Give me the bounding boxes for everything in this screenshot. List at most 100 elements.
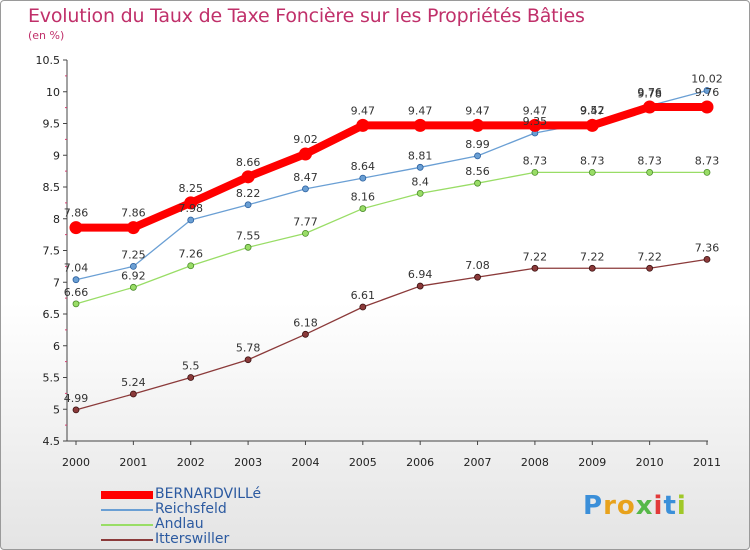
legend-label-reichsfeld: Reichsfeld (155, 501, 227, 517)
data-point-andlau (359, 205, 367, 212)
data-label-andlau: 8.16 (351, 191, 376, 204)
data-label-reichsfeld: 7.25 (121, 248, 146, 261)
data-label-andlau: 6.92 (121, 269, 146, 282)
data-point-itterswiller (244, 356, 252, 364)
data-label-itterswiller: 7.22 (637, 250, 662, 263)
data-label-andlau: 8.73 (637, 154, 662, 167)
y-tick-label: 10.5 (36, 54, 61, 67)
data-point-reichsfeld (359, 174, 367, 182)
data-point-bernardvill (643, 100, 657, 114)
data-label-itterswiller: 7.22 (523, 250, 548, 263)
y-tick-label: 8 (53, 213, 60, 226)
y-tick-label: 5 (53, 403, 60, 416)
data-point-bernardvill (471, 118, 485, 132)
data-point-bernardvill (585, 118, 599, 132)
data-label-itterswiller: 7.08 (465, 259, 490, 272)
y-tick-label: 10 (46, 86, 60, 99)
data-point-reichsfeld (703, 87, 711, 94)
chart-title: Evolution du Taux de Taxe Foncière sur l… (28, 5, 585, 27)
data-point-bernardvill (241, 170, 255, 184)
series-line-andlau (75, 171, 708, 305)
x-tick-label: 2006 (406, 456, 434, 469)
data-point-itterswiller (416, 282, 424, 290)
series-line-itterswiller (75, 258, 708, 411)
data-point-bernardvill (700, 100, 714, 114)
data-label-reichsfeld: 7.98 (178, 202, 203, 215)
data-point-bernardvill (184, 196, 198, 210)
x-tick-label: 2010 (636, 456, 664, 469)
y-axis-unit-label: (en %) (28, 29, 65, 42)
legend-swatch-bernardvill (101, 491, 153, 499)
data-label-bernardvill: 9.47 (465, 104, 490, 117)
data-point-itterswiller (302, 330, 309, 338)
proxiti-logo: Proxiti (583, 491, 687, 521)
data-label-bernardvill: 9.76 (695, 86, 720, 99)
legend-item-andlau: Andlau (101, 516, 341, 532)
data-point-andlau (588, 168, 596, 176)
data-label-itterswiller: 7.22 (580, 250, 605, 263)
data-label-itterswiller: 5.78 (236, 342, 261, 355)
data-point-reichsfeld (244, 201, 252, 209)
data-point-andlau (302, 229, 309, 237)
data-point-reichsfeld (474, 152, 481, 160)
data-point-itterswiller (129, 390, 137, 398)
data-point-bernardvill (126, 221, 140, 235)
series-line-bernardvill (72, 102, 711, 232)
y-tick-label: 6.5 (43, 308, 61, 321)
data-label-reichsfeld: 10.02 (691, 72, 723, 85)
legend-swatch-reichsfeld (101, 509, 153, 511)
data-point-andlau (646, 168, 654, 176)
data-label-andlau: 7.77 (293, 215, 318, 228)
data-label-reichsfeld: 7.04 (64, 262, 89, 275)
logo-letter: t (663, 491, 677, 521)
data-point-bernardvill (413, 118, 427, 132)
data-label-bernardvill: 9.47 (408, 104, 433, 117)
data-point-reichsfeld (416, 163, 424, 171)
data-label-andlau: 8.56 (465, 165, 490, 178)
data-point-andlau (129, 283, 137, 291)
data-label-reichsfeld: 8.22 (236, 187, 261, 200)
data-label-itterswiller: 7.36 (695, 241, 720, 254)
logo-letter: i (676, 491, 687, 521)
data-point-bernardvill (69, 221, 83, 235)
legend-item-bernardvill: BERNARDVILLé (101, 486, 341, 502)
data-point-andlau (703, 168, 711, 176)
data-label-reichsfeld: 8.99 (465, 138, 490, 151)
data-point-itterswiller (646, 264, 654, 272)
data-point-bernardvill (356, 118, 370, 132)
legend-item-itterswiller: Itterswiller (101, 531, 341, 547)
data-label-reichsfeld: 9.52 (580, 104, 605, 117)
data-label-bernardvill: 9.02 (293, 133, 318, 146)
data-label-itterswiller: 6.94 (408, 268, 433, 281)
data-label-bernardvill: 8.25 (178, 182, 203, 195)
data-label-bernardvill: 9.47 (351, 104, 376, 117)
y-tick-label: 9.5 (43, 118, 61, 131)
logo-letter: i (653, 491, 664, 521)
data-point-reichsfeld (129, 262, 137, 270)
y-tick-label: 6 (53, 340, 60, 353)
data-label-andlau: 8.4 (411, 175, 429, 188)
data-label-itterswiller: 4.99 (64, 392, 89, 405)
data-label-bernardvill: 8.66 (236, 156, 261, 169)
x-tick-label: 2011 (693, 456, 721, 469)
data-point-itterswiller (703, 255, 711, 263)
legend-label-bernardvill: BERNARDVILLé (155, 486, 262, 502)
x-tick-label: 2000 (62, 456, 90, 469)
data-point-andlau (416, 189, 424, 197)
y-tick-label: 5.5 (43, 372, 61, 385)
y-tick-label: 9 (53, 149, 60, 162)
legend-swatch-itterswiller (101, 539, 153, 541)
data-label-reichsfeld: 8.47 (293, 171, 318, 184)
legend-label-andlau: Andlau (155, 516, 204, 532)
data-point-andlau (474, 179, 481, 187)
y-tick-label: 8.5 (43, 181, 61, 194)
data-label-bernardvill: 7.86 (64, 207, 89, 220)
x-tick-label: 2002 (177, 456, 205, 469)
logo-letter: x (635, 491, 654, 521)
data-label-bernardvill: 9.76 (637, 86, 662, 99)
x-tick-label: 2009 (578, 456, 606, 469)
data-point-reichsfeld (302, 185, 309, 193)
data-point-andlau (187, 262, 195, 270)
x-tick-label: 2001 (119, 456, 147, 469)
